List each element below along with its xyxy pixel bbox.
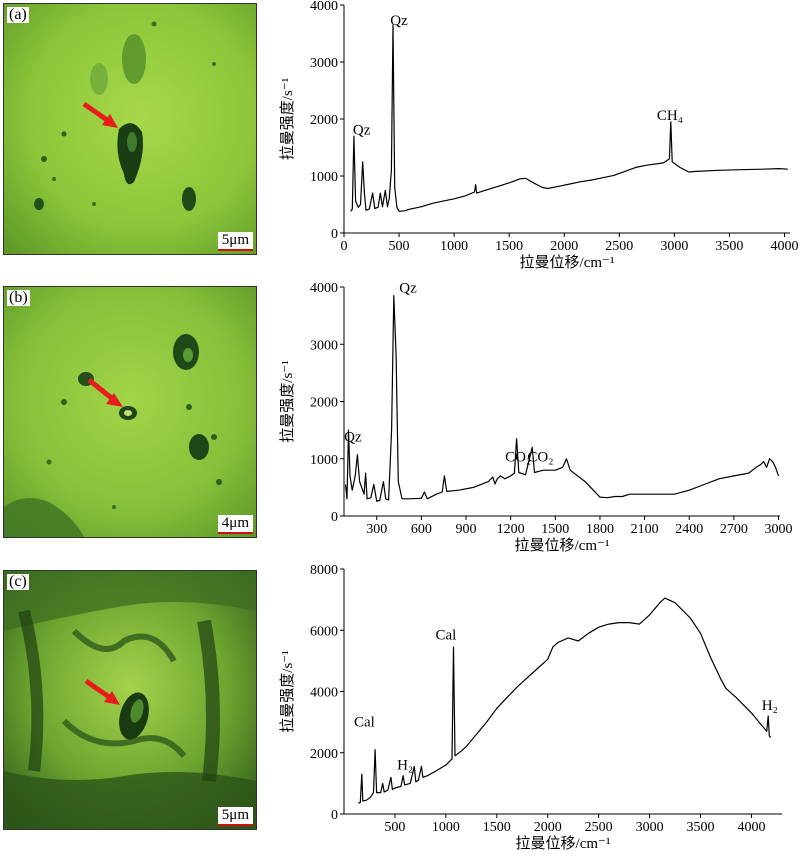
chart-2-peak-label: Qz [344, 430, 362, 446]
chart-1-peak-label: Qz [353, 122, 371, 138]
chart-3-x-tick-label: 3000 [636, 820, 664, 835]
chart-3-peak-label: H₂ [397, 758, 413, 774]
chart-2-x-tick-label: 2400 [675, 522, 703, 537]
chart-3-peak-label: H₂ [762, 698, 778, 714]
chart-3-spectrum-line [358, 597, 772, 804]
chart-1-x-tick-label: 3000 [660, 239, 688, 254]
chart-1-x-tick-label: 500 [389, 239, 410, 254]
chart-3-y-tick-label: 2000 [310, 747, 338, 762]
chart-1-peak-label: Qz [390, 13, 408, 29]
micrograph-a-image [4, 4, 256, 254]
chart-3-peak-label: Cal [435, 627, 456, 643]
scale-bar-c: 5μm [217, 807, 253, 826]
chart-2-x-tick-label: 300 [366, 522, 387, 537]
chart-3-x-tick-label: 2000 [534, 820, 562, 835]
chart-1-y-axis-label: 拉曼强度/s⁻¹ [279, 78, 296, 160]
micrograph-b-image [4, 287, 256, 537]
chart-1-y-tick-label: 3000 [310, 56, 338, 71]
chart-2-x-tick-label: 3000 [765, 522, 793, 537]
chart-1-y-tick-label: 2000 [310, 113, 338, 128]
chart-3-x-axis-label: 拉曼位移/cm⁻¹ [516, 835, 611, 852]
chart-1-x-axis-label: 拉曼位移/cm⁻¹ [520, 254, 615, 271]
panel-label-b: (b) [7, 289, 30, 306]
chart-2-y-tick-label: 2000 [310, 396, 338, 411]
panel-label-a: (a) [7, 6, 29, 23]
chart-1-spectrum-line [350, 24, 788, 212]
chart-2-peak-label: CO₂ [527, 450, 553, 466]
chart-3-x-tick-label: 1500 [483, 820, 511, 835]
chart-2-x-tick-label: 1200 [497, 522, 525, 537]
chart-3-x-tick-label: 4000 [737, 820, 765, 835]
panel-label-c: (c) [7, 573, 29, 590]
chart-2-x-axis-label: 拉曼位移/cm⁻¹ [515, 537, 610, 554]
chart-2-x-tick-label: 1500 [541, 522, 569, 537]
chart-3-peak-label: Cal [354, 715, 375, 731]
chart-3-x-tick-label: 1000 [432, 820, 460, 835]
chart-3-y-tick-label: 8000 [310, 563, 338, 578]
chart-2-y-tick-label: 1000 [310, 453, 338, 468]
chart-3-x-tick-label: 500 [384, 820, 405, 835]
chart-3-y-tick-label: 4000 [310, 686, 338, 701]
chart-2-peak-label: Qz [399, 281, 417, 297]
chart-3-y-tick-label: 0 [331, 808, 338, 823]
chart-2-y-tick-label: 3000 [310, 338, 338, 353]
chart-2-peak-label: CO₂ [505, 450, 531, 466]
chart-2-x-tick-label: 600 [411, 522, 432, 537]
chart-2-x-tick-label: 2100 [631, 522, 659, 537]
chart-1-peak-label: CH₄ [657, 108, 683, 124]
chart-1-y-tick-label: 4000 [310, 0, 338, 14]
chart-1-y-tick-label: 0 [331, 227, 338, 242]
chart-2-x-tick-label: 900 [456, 522, 477, 537]
chart-1-x-tick-label: 3500 [715, 239, 743, 254]
chart-1-x-tick-label: 2500 [605, 239, 633, 254]
chart-2-spectrum-line [344, 295, 780, 502]
chart-2-y-tick-label: 0 [331, 510, 338, 525]
scale-bar-a: 5μm [217, 232, 253, 251]
chart-3-y-tick-label: 6000 [310, 624, 338, 639]
chart-1-y-tick-label: 1000 [310, 170, 338, 185]
chart-2-y-tick-label: 4000 [310, 281, 338, 296]
micrograph-b: (b) 4μm [3, 286, 257, 538]
chart-1-x-tick-label: 2000 [550, 239, 578, 254]
chart-1-x-tick-label: 0 [341, 239, 348, 254]
chart-2-y-axis-label: 拉曼强度/s⁻¹ [279, 360, 296, 442]
chart-3-x-tick-label: 3500 [687, 820, 715, 835]
chart-3-y-axis-label: 拉曼强度/s⁻¹ [279, 650, 296, 732]
chart-2-x-tick-label: 1800 [586, 522, 614, 537]
chart-2-x-tick-label: 2700 [720, 522, 748, 537]
chart-3-x-tick-label: 2500 [585, 820, 613, 835]
micrograph-c: (c) 5μm [3, 570, 257, 830]
chart-1-x-tick-label: 1500 [495, 239, 523, 254]
scale-bar-b: 4μm [217, 515, 253, 534]
chart-1-x-tick-label: 1000 [440, 239, 468, 254]
chart-1-x-tick-label: 4000 [770, 239, 798, 254]
micrograph-c-image [4, 571, 256, 829]
micrograph-a: (a) 5μm [3, 3, 257, 255]
